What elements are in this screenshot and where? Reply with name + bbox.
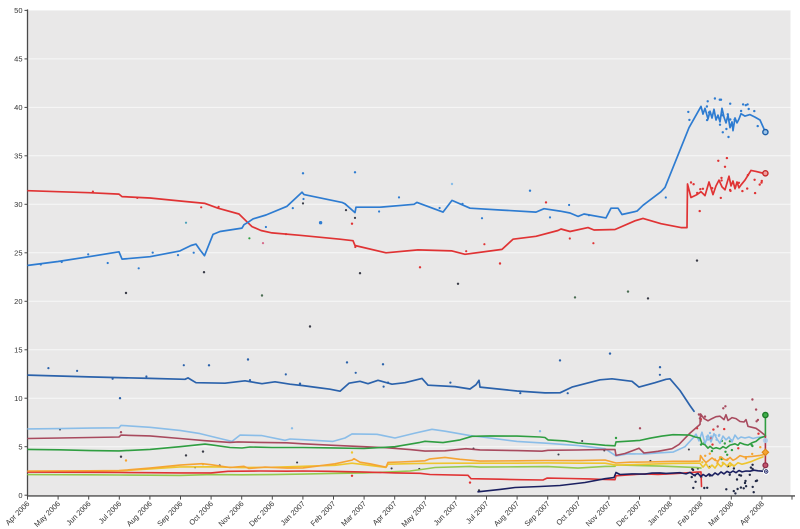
svg-text:0: 0 [18,491,22,500]
svg-text:5: 5 [18,442,22,451]
svg-text:10: 10 [14,394,22,403]
svg-text:45: 45 [14,55,22,64]
svg-text:25: 25 [14,248,22,257]
svg-text:20: 20 [14,297,22,306]
svg-text:50: 50 [14,6,22,15]
svg-text:30: 30 [14,200,22,209]
svg-text:35: 35 [14,151,22,160]
svg-text:15: 15 [14,345,22,354]
svg-text:40: 40 [14,103,22,112]
